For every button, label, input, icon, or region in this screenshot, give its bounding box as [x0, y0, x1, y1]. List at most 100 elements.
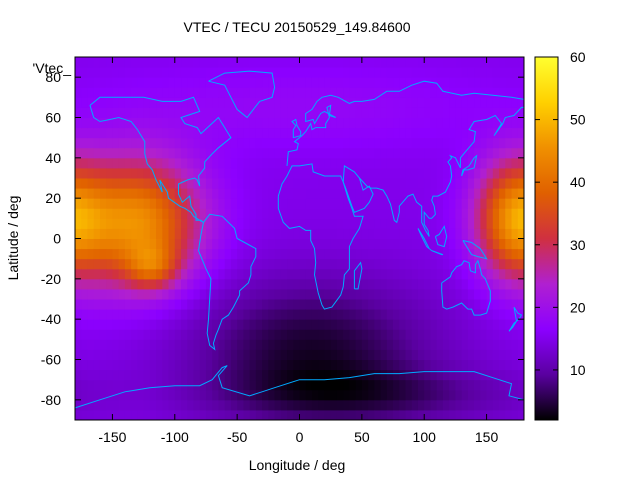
heatmap-cell — [75, 87, 82, 98]
heatmap-cell — [124, 127, 132, 139]
heatmap-cell — [143, 369, 151, 381]
heatmap-cell — [374, 67, 382, 78]
heatmap-cell — [131, 238, 138, 250]
heatmap-cell — [305, 299, 313, 310]
heatmap-cell — [455, 147, 463, 159]
heatmap-cell — [442, 137, 450, 149]
heatmap-cell — [474, 409, 481, 421]
heatmap-cell — [368, 77, 375, 88]
heatmap-cell — [218, 157, 226, 169]
heatmap-cell — [436, 147, 444, 159]
heatmap-cell — [330, 218, 338, 229]
heatmap-cell — [505, 329, 513, 340]
x-tick-label: 100 — [413, 429, 437, 445]
heatmap-cell — [268, 218, 276, 229]
heatmap-cell — [386, 188, 394, 199]
heatmap-cell — [224, 167, 232, 179]
heatmap-cell — [442, 248, 450, 260]
heatmap-cell — [230, 359, 238, 371]
heatmap-cell — [305, 319, 313, 330]
heatmap-cell — [87, 97, 95, 108]
heatmap-cell — [305, 379, 313, 391]
heatmap-cell — [436, 369, 444, 381]
heatmap-cell — [517, 359, 525, 371]
heatmap-cell — [87, 299, 95, 310]
heatmap-cell — [505, 248, 513, 260]
heatmap-cell — [349, 67, 357, 78]
heatmap-cell — [305, 339, 313, 350]
heatmap-cell — [93, 349, 101, 360]
heatmap-cell — [349, 228, 357, 239]
heatmap-cell — [417, 107, 425, 118]
heatmap-cell — [168, 228, 176, 239]
heatmap-cell — [212, 288, 219, 300]
heatmap-cell — [467, 127, 475, 139]
heatmap-cell — [249, 127, 257, 139]
heatmap-cell — [318, 137, 325, 149]
heatmap-cell — [361, 77, 369, 88]
heatmap-cell — [405, 238, 413, 250]
heatmap-cell — [156, 107, 163, 118]
heatmap-cell — [505, 188, 513, 199]
heatmap-cell — [124, 278, 132, 290]
heatmap-cell — [399, 359, 407, 371]
heatmap-cell — [374, 87, 382, 98]
heatmap-cell — [199, 359, 207, 371]
heatmap-cell — [280, 319, 288, 330]
chart-title: VTEC / TECU 20150529_149.84600 — [183, 19, 410, 35]
heatmap-cell — [399, 248, 407, 260]
heatmap-cell — [380, 228, 388, 239]
heatmap-cell — [393, 359, 400, 371]
heatmap-cell — [137, 57, 145, 68]
heatmap-cell — [87, 248, 95, 260]
heatmap-cell — [330, 389, 338, 401]
heatmap-cell — [249, 208, 257, 219]
heatmap-cell — [93, 268, 101, 280]
colorbar-tick-label: 50 — [570, 112, 586, 128]
heatmap-cell — [318, 309, 325, 320]
heatmap-cell — [486, 188, 494, 199]
heatmap-cell — [305, 278, 313, 290]
heatmap-cell — [137, 248, 145, 260]
heatmap-cell — [430, 87, 438, 98]
heatmap-cell — [417, 349, 425, 360]
heatmap-cell — [87, 349, 95, 360]
heatmap-cell — [174, 218, 182, 229]
heatmap-cell — [517, 117, 525, 129]
heatmap-cell — [442, 57, 450, 68]
heatmap-cell — [156, 359, 163, 371]
heatmap-cell — [486, 77, 494, 88]
heatmap-cell — [374, 379, 382, 391]
heatmap-cell — [442, 87, 450, 98]
heatmap-cell — [430, 359, 438, 371]
heatmap-cell — [393, 369, 400, 381]
heatmap-cell — [149, 198, 157, 209]
heatmap-cell — [75, 147, 82, 159]
heatmap-cell — [87, 278, 95, 290]
heatmap-cell — [474, 188, 481, 199]
heatmap-cell — [511, 97, 519, 108]
heatmap-cell — [449, 258, 456, 270]
heatmap-cell — [156, 409, 163, 421]
heatmap-cell — [212, 248, 219, 260]
heatmap-cell — [467, 218, 475, 229]
heatmap-cell — [374, 248, 382, 260]
heatmap-cell — [75, 258, 82, 270]
heatmap-cell — [442, 107, 450, 118]
heatmap-cell — [162, 309, 170, 320]
heatmap-cell — [336, 299, 344, 310]
heatmap-cell — [112, 97, 120, 108]
heatmap-cell — [81, 218, 88, 229]
heatmap-cell — [243, 288, 251, 300]
heatmap-cell — [442, 389, 450, 401]
heatmap-cell — [131, 329, 138, 340]
heatmap-cell — [311, 309, 319, 320]
heatmap-cell — [224, 198, 232, 209]
heatmap-cell — [380, 57, 388, 68]
heatmap-cell — [380, 218, 388, 229]
heatmap-cell — [137, 288, 145, 300]
heatmap-cell — [517, 127, 525, 139]
heatmap-cell — [174, 409, 182, 421]
heatmap-cell — [505, 167, 513, 179]
heatmap-cell — [336, 87, 344, 98]
